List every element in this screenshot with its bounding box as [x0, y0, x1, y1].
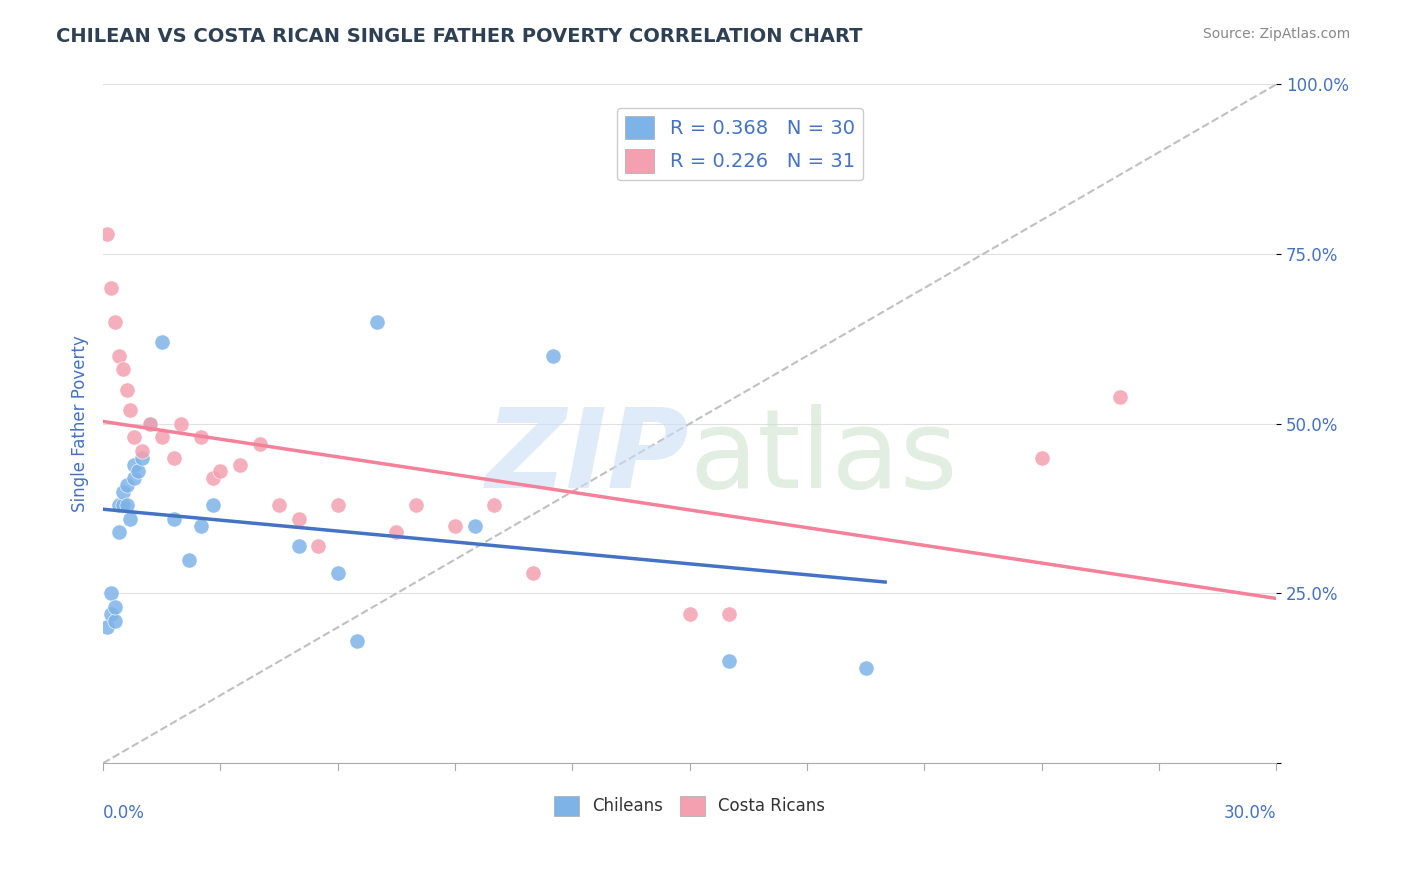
- Text: Source: ZipAtlas.com: Source: ZipAtlas.com: [1202, 27, 1350, 41]
- Point: [100, 586, 122, 600]
- Point: [482, 498, 505, 512]
- Point: [100, 281, 122, 295]
- Point: [96, 620, 118, 634]
- Point: [717, 654, 740, 668]
- Point: [678, 607, 700, 621]
- Point: [385, 525, 408, 540]
- Point: [326, 498, 349, 512]
- Point: [124, 458, 146, 472]
- Point: [209, 464, 232, 478]
- Point: [170, 417, 193, 431]
- Point: [111, 484, 134, 499]
- Point: [131, 450, 153, 465]
- Point: [131, 444, 153, 458]
- Point: [287, 512, 309, 526]
- Point: [104, 315, 127, 329]
- Point: [120, 512, 142, 526]
- Point: [96, 227, 118, 241]
- Point: [267, 498, 290, 512]
- Point: [717, 607, 740, 621]
- Point: [150, 430, 173, 444]
- Point: [249, 437, 271, 451]
- Point: [190, 518, 212, 533]
- Text: 30.0%: 30.0%: [1223, 804, 1277, 822]
- Point: [201, 498, 224, 512]
- Text: 0.0%: 0.0%: [103, 804, 145, 822]
- Point: [855, 661, 877, 675]
- Text: atlas: atlas: [689, 404, 957, 511]
- Point: [111, 498, 134, 512]
- Point: [107, 349, 129, 363]
- Point: [287, 539, 309, 553]
- Point: [127, 464, 149, 478]
- Point: [307, 539, 329, 553]
- Point: [179, 552, 201, 566]
- Point: [100, 607, 122, 621]
- Point: [115, 498, 138, 512]
- Point: [201, 471, 224, 485]
- Text: CHILEAN VS COSTA RICAN SINGLE FATHER POVERTY CORRELATION CHART: CHILEAN VS COSTA RICAN SINGLE FATHER POV…: [56, 27, 863, 45]
- Point: [124, 471, 146, 485]
- Point: [111, 362, 134, 376]
- Point: [190, 430, 212, 444]
- Y-axis label: Single Father Poverty: Single Father Poverty: [72, 335, 89, 512]
- Point: [1031, 450, 1053, 465]
- Point: [326, 566, 349, 580]
- Point: [1108, 390, 1130, 404]
- Point: [107, 498, 129, 512]
- Text: ZIP: ZIP: [486, 404, 689, 511]
- Point: [464, 518, 486, 533]
- Point: [139, 417, 162, 431]
- Point: [115, 383, 138, 397]
- Point: [229, 458, 252, 472]
- Point: [150, 335, 173, 350]
- Point: [115, 478, 138, 492]
- Legend: Chileans, Costa Ricans: Chileans, Costa Ricans: [547, 789, 832, 822]
- Point: [162, 512, 184, 526]
- Point: [405, 498, 427, 512]
- Point: [366, 315, 388, 329]
- Point: [124, 430, 146, 444]
- Point: [346, 634, 368, 648]
- Point: [107, 525, 129, 540]
- Point: [444, 518, 467, 533]
- Point: [120, 403, 142, 417]
- Point: [522, 566, 544, 580]
- Point: [104, 614, 127, 628]
- Point: [541, 349, 564, 363]
- Point: [162, 450, 184, 465]
- Point: [139, 417, 162, 431]
- Point: [104, 600, 127, 615]
